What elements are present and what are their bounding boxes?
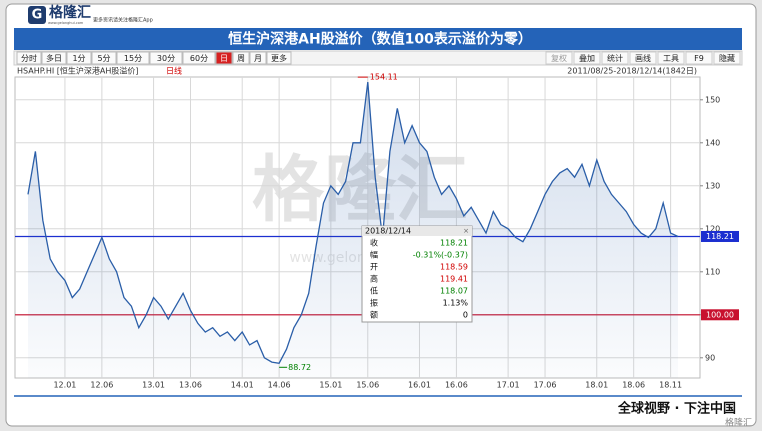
toolbar-button[interactable] xyxy=(266,51,292,65)
toolbar-button[interactable] xyxy=(91,51,117,65)
reference-label-box xyxy=(701,309,739,321)
tooltip-header xyxy=(362,226,472,236)
tooltip-row-label: 振 xyxy=(370,298,378,308)
toolbar-button[interactable] xyxy=(249,51,267,65)
symbol: HSAHP.HI [恒生沪深港AH股溢价] xyxy=(17,66,139,76)
toolbar-button-label[interactable]: 分时 xyxy=(21,53,37,63)
tooltip-close[interactable]: × xyxy=(463,227,469,235)
toolbar-button-label[interactable]: 多日 xyxy=(46,53,62,63)
x-tick-label: 14.06 xyxy=(268,381,291,390)
tooltip-row-label: 低 xyxy=(370,286,378,296)
tooltip-row-value: 119.41 xyxy=(440,275,468,284)
logo-slogan: 更多资讯请关注格隆汇App xyxy=(93,17,153,24)
toolbar-button-label[interactable]: 工具 xyxy=(663,54,679,63)
y-tick-label: 110 xyxy=(705,267,720,276)
toolbar-button[interactable] xyxy=(629,51,657,65)
max-label: 154.11 xyxy=(370,73,398,82)
toolbar-button-label[interactable]: 60分 xyxy=(190,54,208,63)
reference-label-box xyxy=(701,230,739,242)
toolbar-button-label[interactable]: 月 xyxy=(254,54,262,63)
toolbar-button[interactable] xyxy=(215,51,233,65)
toolbar-button-label[interactable]: 更多 xyxy=(271,53,287,63)
series-line xyxy=(27,82,679,365)
toolbar-button[interactable] xyxy=(41,51,67,65)
y-tick-label: 120 xyxy=(705,224,720,233)
toolbar-button[interactable] xyxy=(685,51,713,65)
y-tick-label: 140 xyxy=(705,138,720,147)
tooltip-row-value: 118.07 xyxy=(440,287,468,296)
x-tick-label: 12.06 xyxy=(90,381,113,390)
tooltip-row-value: -0.31%(-0.37) xyxy=(413,251,468,260)
toolbar-button[interactable] xyxy=(149,51,183,65)
x-tick-label: 13.06 xyxy=(179,381,202,390)
toolbar-button-label[interactable]: 隐藏 xyxy=(719,53,735,63)
tooltip-row-label: 幅 xyxy=(370,250,378,260)
x-tick-label: 18.06 xyxy=(622,381,645,390)
x-tick-label: 18.11 xyxy=(659,381,682,390)
tooltip-row-label: 额 xyxy=(370,310,378,320)
reference-label: 100.00 xyxy=(706,310,734,319)
tooltip-row-value: 0 xyxy=(463,311,468,320)
logo-site: www.gelonghui.com xyxy=(48,21,84,25)
y-tick-label: 150 xyxy=(705,95,720,104)
min-label: 88.72 xyxy=(288,363,311,372)
period: 日线 xyxy=(166,66,182,76)
toolbar-button[interactable] xyxy=(66,51,92,65)
toolbar-button-label[interactable]: 复权 xyxy=(551,53,567,63)
y-tick-label: 130 xyxy=(705,181,720,190)
toolbar-button[interactable] xyxy=(182,51,216,65)
tooltip-row-label: 高 xyxy=(370,274,378,284)
x-tick-label: 16.01 xyxy=(408,381,431,390)
toolbar-button[interactable] xyxy=(713,51,741,65)
x-tick-label: 16.06 xyxy=(445,381,468,390)
x-tick-label: 18.01 xyxy=(585,381,608,390)
x-tick-label: 13.01 xyxy=(142,381,165,390)
toolbar-button[interactable] xyxy=(232,51,250,65)
toolbar-button-label[interactable]: 1分 xyxy=(72,54,85,63)
tooltip-row-value: 118.59 xyxy=(440,263,468,272)
toolbar-button-label[interactable]: 30分 xyxy=(157,54,175,63)
chart-title: 恒生沪深港AH股溢价（数值100表示溢价为零） xyxy=(228,31,532,48)
toolbar-button[interactable] xyxy=(545,51,573,65)
x-tick-label: 17.01 xyxy=(497,381,520,390)
footer-brand: 格隆汇 xyxy=(725,417,752,429)
tooltip-row-value: 1.13% xyxy=(443,299,469,308)
toolbar-button-label[interactable]: 画线 xyxy=(635,53,651,63)
x-tick-label: 14.01 xyxy=(231,381,254,390)
reference-label: 118.21 xyxy=(706,232,734,241)
tooltip-date: 2018/12/14 xyxy=(365,227,411,236)
toolbar-button-label[interactable]: 统计 xyxy=(607,53,623,63)
toolbar-button[interactable] xyxy=(601,51,629,65)
tooltip-row-value: 118.21 xyxy=(440,239,468,248)
toolbar-button[interactable] xyxy=(116,51,150,65)
title-bar xyxy=(14,28,742,50)
date-range: 2011/08/25-2018/12/14(1842日) xyxy=(567,67,697,76)
logo-icon xyxy=(28,6,46,24)
footer-slogan: 全球视野 · 下注中国 xyxy=(617,401,736,417)
y-tick-label: 90 xyxy=(705,353,715,362)
logo-text: 格隆汇 xyxy=(49,4,91,21)
toolbar-button[interactable] xyxy=(16,51,42,65)
toolbar-button-label[interactable]: F9 xyxy=(694,54,704,63)
tooltip-row-label: 收 xyxy=(370,238,378,248)
logo-icon-letter: G xyxy=(32,8,43,23)
toolbar-button-label[interactable]: 周 xyxy=(237,54,245,63)
toolbar-button-label[interactable]: 日 xyxy=(220,54,228,63)
series-area xyxy=(28,82,678,378)
toolbar-button-label[interactable]: 叠加 xyxy=(579,53,595,63)
toolbar-button-label[interactable]: 5分 xyxy=(97,54,110,63)
tooltip-row-label: 开 xyxy=(370,263,378,272)
tooltip xyxy=(361,225,473,323)
toolbar-button[interactable] xyxy=(573,51,601,65)
x-tick-label: 15.06 xyxy=(356,381,379,390)
toolbar-button[interactable] xyxy=(657,51,685,65)
toolbar-button-label[interactable]: 15分 xyxy=(124,54,142,63)
x-tick-label: 15.01 xyxy=(319,381,342,390)
x-tick-label: 12.01 xyxy=(53,381,76,390)
x-tick-label: 17.06 xyxy=(534,381,557,390)
